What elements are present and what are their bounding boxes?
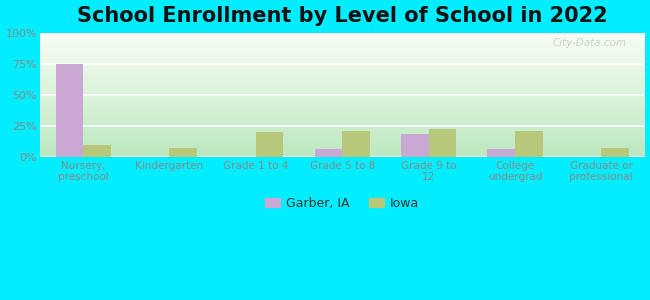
Bar — [83, 146, 111, 157]
Bar — [256, 132, 283, 157]
Bar — [601, 148, 629, 157]
Bar — [315, 149, 342, 157]
Text: City-Data.com: City-Data.com — [552, 38, 627, 48]
Title: School Enrollment by Level of School in 2022: School Enrollment by Level of School in … — [77, 6, 608, 26]
Bar — [55, 64, 83, 157]
Bar — [170, 148, 197, 157]
Bar — [515, 130, 543, 157]
Bar — [342, 130, 370, 157]
Bar — [401, 134, 428, 157]
Bar — [488, 149, 515, 157]
Legend: Garber, IA, Iowa: Garber, IA, Iowa — [260, 192, 424, 215]
Bar — [428, 129, 456, 157]
